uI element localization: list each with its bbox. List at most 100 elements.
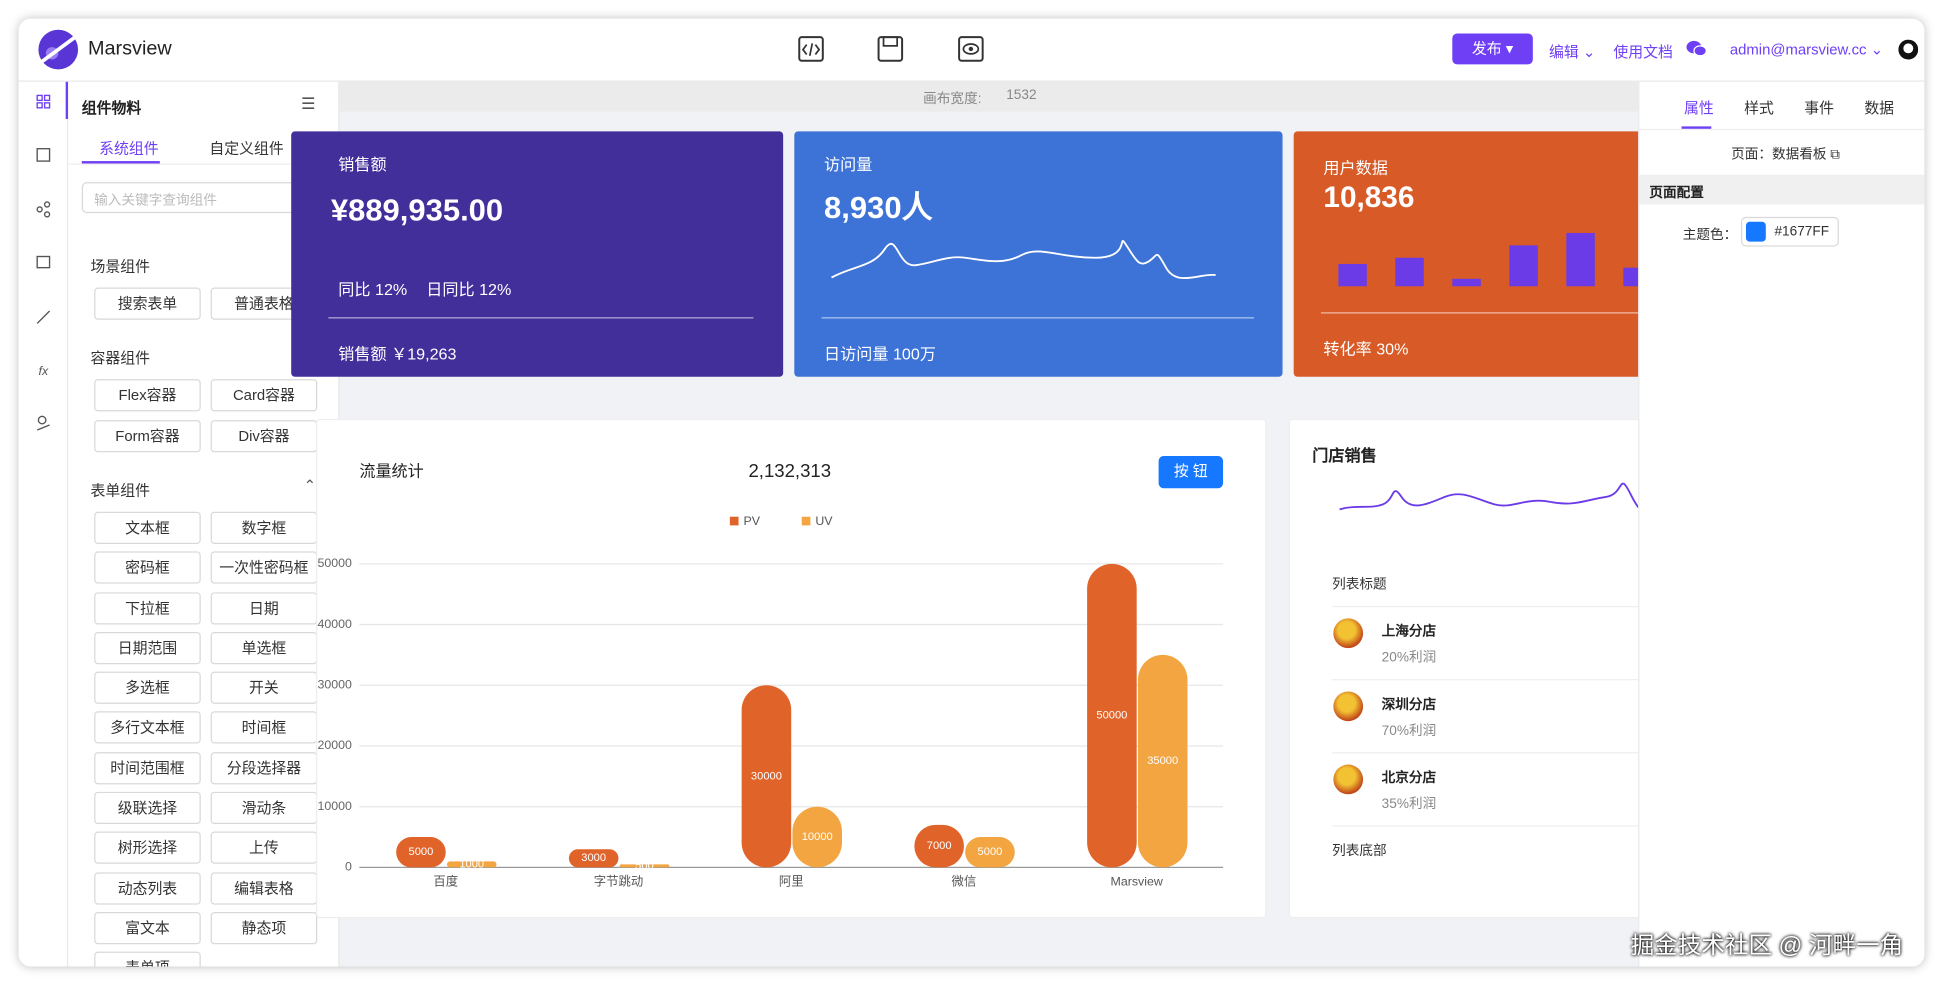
publish-button[interactable]: 发布 ▾ (1452, 33, 1533, 65)
component-button[interactable]: Form容器 (94, 419, 201, 452)
canvas-ruler: 画布宽度: 1532 (338, 81, 1639, 112)
list-divider (1332, 752, 1662, 754)
theme-color-picker[interactable]: #1677FF (1741, 216, 1839, 247)
component-button[interactable]: 单选框 (210, 631, 318, 664)
header: Marsview 发布 ▾ 编辑 ⌄ 使用文档 admin@marsview.c… (18, 18, 1925, 82)
store-name: 上海分店 (1381, 624, 1437, 640)
component-button[interactable]: 多选框 (94, 671, 201, 704)
store-desc: 35%利润 (1381, 796, 1437, 812)
component-button[interactable]: Card容器 (210, 379, 318, 412)
component-button[interactable]: 搜索表单 (94, 287, 201, 320)
component-button[interactable]: 分段选择器 (210, 751, 318, 785)
y-tick-label: 40000 (317, 617, 352, 631)
group-header[interactable]: 容器组件 (90, 349, 150, 368)
user-menu[interactable]: admin@marsview.cc ⌄ (1729, 40, 1884, 59)
store-panel: 门店销售 列表标题 列表底部 上海分店 20%利润 深圳分店 70%利润 北京分店 35%… (1288, 418, 1663, 919)
component-button[interactable]: 文本框 (94, 511, 201, 544)
component-button[interactable]: 滑动条 (210, 791, 318, 825)
users-card: 用户数据 10,836 转化率 30% (1293, 131, 1654, 377)
panel-title: 组件物料 (81, 99, 142, 117)
toolbar-icons[interactable] (797, 35, 1020, 65)
component-button[interactable]: 时间范围框 (94, 751, 201, 785)
y-tick-label: 10000 (317, 799, 352, 813)
svg-text:fx: fx (39, 364, 49, 378)
store-sparkline (1339, 482, 1650, 511)
component-button[interactable]: 一次性密码框 (210, 551, 318, 584)
component-button[interactable]: 表单项 (94, 951, 201, 967)
component-button[interactable]: 多行文本框 (94, 711, 201, 744)
component-button[interactable]: 下拉框 (94, 591, 201, 624)
card-value: 8,930人 (824, 190, 933, 226)
x-tick-label: Marsview (1111, 875, 1163, 889)
y-tick-label: 30000 (317, 678, 352, 692)
tab[interactable]: 系统组件 (99, 140, 159, 158)
legend-swatch (801, 516, 811, 526)
component-button[interactable]: 富文本 (94, 911, 201, 945)
edit-menu[interactable]: 编辑 ⌄ (1548, 43, 1596, 61)
sidebar-icons[interactable]: fx (19, 82, 67, 454)
component-button[interactable]: 静态项 (210, 911, 318, 945)
section-title: 页面配置 (1649, 185, 1704, 201)
component-button[interactable]: 时间框 (210, 711, 318, 744)
divider (1639, 128, 1925, 131)
property-tab[interactable]: 事件 (1804, 99, 1834, 117)
bar-value-label: 3000 (581, 852, 606, 864)
group-header[interactable]: 表单组件 (90, 481, 150, 500)
github-icon[interactable] (1898, 39, 1919, 60)
property-tab[interactable]: 属性 (1684, 99, 1714, 117)
component-button[interactable]: 上传 (210, 831, 318, 865)
component-button[interactable]: 级联选择 (94, 791, 201, 825)
y-tick-label: 0 (345, 860, 352, 874)
bar-value-label: 500 (635, 860, 654, 872)
icon-bar: fx (18, 81, 69, 967)
component-button[interactable]: 树形选择 (94, 831, 201, 865)
component-button[interactable]: 日期范围 (94, 631, 201, 664)
bar (965, 837, 1015, 868)
list-divider (1332, 605, 1662, 608)
bar (1087, 563, 1137, 868)
component-button[interactable]: Div容器 (210, 419, 318, 452)
card-footer: 日访问量 100万 (824, 344, 936, 364)
property-tab[interactable]: 数据 (1864, 99, 1895, 117)
search-placeholder: 输入关键字查询组件 (94, 193, 217, 209)
docs-link[interactable]: 使用文档 (1613, 43, 1673, 61)
component-button[interactable]: 数字框 (210, 511, 318, 544)
bar-value-label: 5000 (978, 846, 1003, 858)
bar-value-label: 35000 (1147, 755, 1178, 767)
chart-button-label: 按 钮 (1174, 463, 1208, 480)
collapse-arrow[interactable]: ⌃ (303, 476, 317, 495)
component-button[interactable]: 日期 (210, 591, 318, 624)
component-button[interactable]: 动态列表 (94, 871, 201, 905)
canvas-width-label: 画布宽度: (923, 91, 982, 107)
list-footer: 列表底部 (1332, 843, 1387, 859)
group-header[interactable]: 场景组件 (90, 257, 150, 276)
bar-value-label: 30000 (751, 770, 782, 782)
bar-chart: 流量统计 2,132,313 按 钮 0 10000 20000 30000 40000… (317, 456, 1224, 889)
tab[interactable]: 自定义组件 (209, 140, 284, 158)
chart-button[interactable] (1158, 456, 1224, 489)
theme-value: #1677FF (1774, 224, 1830, 240)
component-button[interactable]: 编辑表格 (210, 871, 318, 905)
component-button[interactable]: 开关 (210, 671, 318, 704)
page-info: 页面：数据看板 ⧉ (1731, 147, 1841, 163)
bar-value-label: 50000 (1096, 710, 1127, 722)
user-label: admin@marsview.cc (1729, 40, 1867, 59)
component-button[interactable]: 密码框 (94, 551, 201, 584)
bar-value-label: 7000 (927, 840, 952, 852)
store-title: 门店销售 (1312, 446, 1377, 465)
y-tick-label: 20000 (317, 738, 352, 752)
properties-panel: 页面：数据看板 ⧉ 页面配置 主题色： #1677FF 属性 样式 事件 数据 (1638, 81, 1925, 967)
y-tick-label: 50000 (317, 556, 352, 570)
chart-title: 流量统计 (359, 462, 423, 480)
visits-sparkline (831, 240, 1216, 280)
collapse-icon[interactable]: ☰ (301, 94, 316, 113)
wechat-icon[interactable] (1685, 40, 1707, 57)
card-stat: 日同比 12% (426, 280, 512, 299)
card-footer: 转化率 30% (1323, 339, 1409, 359)
canvas-width-value: 1532 (1006, 87, 1037, 103)
bar-value-label: 10000 (802, 831, 833, 843)
component-button[interactable]: Flex容器 (94, 379, 201, 412)
property-tab[interactable]: 样式 (1744, 99, 1774, 117)
watermark: 掘金技术社区 @ 河畔一角 (1630, 933, 1904, 960)
